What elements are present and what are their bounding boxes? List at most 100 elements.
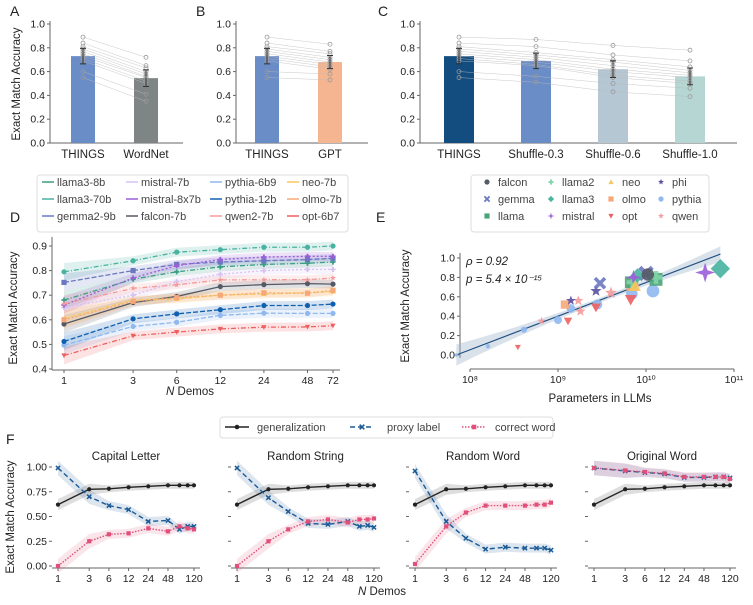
point-olmo-7b bbox=[330, 287, 336, 293]
legend-label: olmo bbox=[622, 194, 646, 206]
point-pythia-6b9 bbox=[174, 319, 180, 325]
x-tick-label: 12 bbox=[214, 375, 226, 387]
x-tick-label: 6 bbox=[106, 573, 112, 585]
point-pythia bbox=[646, 284, 660, 298]
point-correct word bbox=[713, 474, 718, 479]
point-correct word bbox=[357, 517, 362, 522]
model-point bbox=[143, 91, 149, 97]
point-phi bbox=[590, 285, 602, 296]
point-proxy label bbox=[364, 522, 371, 529]
model-point bbox=[533, 44, 539, 50]
y-tick-label: 0.75 bbox=[27, 486, 48, 498]
model-line bbox=[458, 53, 691, 76]
point-pythia-12b bbox=[130, 316, 136, 322]
x-tick-label: 1 bbox=[412, 573, 418, 585]
point-correct word bbox=[483, 503, 488, 508]
point-correct word bbox=[662, 471, 667, 476]
y-tick-label: 0.0 bbox=[216, 138, 231, 150]
y-tick-label: 1.0 bbox=[440, 253, 455, 265]
y-tick-label: 0.0 bbox=[400, 138, 415, 150]
y-axis-label: Exact Match Accuracy bbox=[8, 251, 20, 364]
model-line bbox=[458, 60, 691, 84]
point-pythia-6b9 bbox=[217, 312, 223, 318]
y-tick-label: 0.6 bbox=[216, 66, 231, 78]
x-tick-label: 24 bbox=[322, 573, 334, 585]
model-point bbox=[687, 94, 693, 99]
point-mistral-8x7b bbox=[304, 253, 311, 259]
point-correct word bbox=[534, 502, 539, 507]
y-tick-label: 0.8 bbox=[216, 42, 231, 54]
point-proxy label bbox=[285, 508, 291, 515]
x-axis-label: N Demos bbox=[358, 586, 406, 598]
point-correct word bbox=[371, 516, 377, 521]
model-point bbox=[610, 81, 616, 86]
y-tick-label: 0.4 bbox=[30, 90, 45, 102]
point-correct word bbox=[177, 524, 182, 529]
x-tick-label: 120 bbox=[721, 573, 739, 585]
point-falcon-7b bbox=[61, 321, 67, 327]
legend-label: llama3-70b bbox=[57, 194, 111, 206]
x-tick-label: 48 bbox=[698, 573, 710, 585]
point-correct word bbox=[325, 517, 331, 522]
legend-label: llama2 bbox=[562, 177, 594, 189]
x-tick-label: 48 bbox=[162, 573, 174, 585]
point-qwen2-7b bbox=[330, 274, 336, 281]
point-generalization bbox=[371, 483, 377, 488]
x-tick-label: 12 bbox=[659, 573, 671, 585]
model-point bbox=[456, 34, 462, 40]
model-line bbox=[266, 46, 331, 54]
point-correct word bbox=[463, 510, 468, 515]
error-bar bbox=[610, 60, 616, 79]
point-llama3-70b bbox=[61, 269, 67, 275]
x-axis-label-text: Demos bbox=[366, 586, 406, 598]
point-proxy label bbox=[165, 517, 171, 524]
x-axis-label-italic: N bbox=[358, 586, 367, 598]
subplot-title: Original Word bbox=[627, 451, 697, 463]
model-point bbox=[456, 75, 462, 80]
x-axis-label-italic: N bbox=[166, 386, 175, 398]
y-tick-label: 0.0 bbox=[30, 138, 45, 150]
model-line bbox=[458, 48, 691, 71]
point-mistral-8x7b bbox=[130, 275, 136, 281]
point-correct word bbox=[87, 539, 92, 544]
point-mistral-7b bbox=[261, 268, 267, 274]
legend-marker-pythia bbox=[658, 196, 664, 202]
model-point bbox=[80, 75, 86, 80]
ci-band-opt-6b7 bbox=[64, 321, 333, 365]
legend-marker-llama2 bbox=[548, 179, 554, 185]
error-bar bbox=[456, 47, 462, 65]
point-generalization bbox=[185, 483, 190, 488]
legend-label: llama3-8b bbox=[57, 177, 105, 189]
point-generalization bbox=[534, 483, 539, 488]
y-tick-label: 1.0 bbox=[400, 19, 415, 31]
point-correct word bbox=[146, 526, 151, 531]
point-llama3-70b bbox=[330, 243, 336, 249]
point-correct word bbox=[503, 503, 508, 508]
point-falcon-7b bbox=[304, 281, 311, 287]
legend-label: phi bbox=[672, 177, 687, 189]
point-generalization bbox=[483, 485, 488, 490]
model-point bbox=[327, 48, 333, 54]
point-generalization bbox=[623, 487, 628, 492]
model-line bbox=[458, 58, 691, 82]
model-line bbox=[82, 58, 147, 82]
model-point bbox=[327, 77, 333, 83]
point-pythia bbox=[554, 316, 562, 325]
model-point bbox=[264, 34, 270, 40]
bar-GPT bbox=[318, 62, 342, 143]
subplot-title: Random Word bbox=[446, 451, 520, 463]
point-correct word bbox=[234, 563, 240, 569]
y-tick-label: 0.6 bbox=[400, 66, 415, 78]
point-correct word bbox=[266, 539, 271, 544]
legend-label: pythia bbox=[672, 194, 702, 206]
x-axis-label: N Demos bbox=[166, 386, 214, 398]
model-point bbox=[327, 71, 333, 77]
annotation-p: p = 5.4 × 10⁻¹⁵ bbox=[465, 274, 542, 286]
y-tick-label: 0.4 bbox=[216, 90, 231, 102]
point-proxy label bbox=[548, 547, 554, 553]
line-correct word bbox=[57, 525, 195, 567]
x-tick-label: 24 bbox=[258, 375, 270, 387]
y-tick-label: 1.0 bbox=[216, 19, 231, 31]
y-tick-label: 0.6 bbox=[32, 314, 47, 326]
